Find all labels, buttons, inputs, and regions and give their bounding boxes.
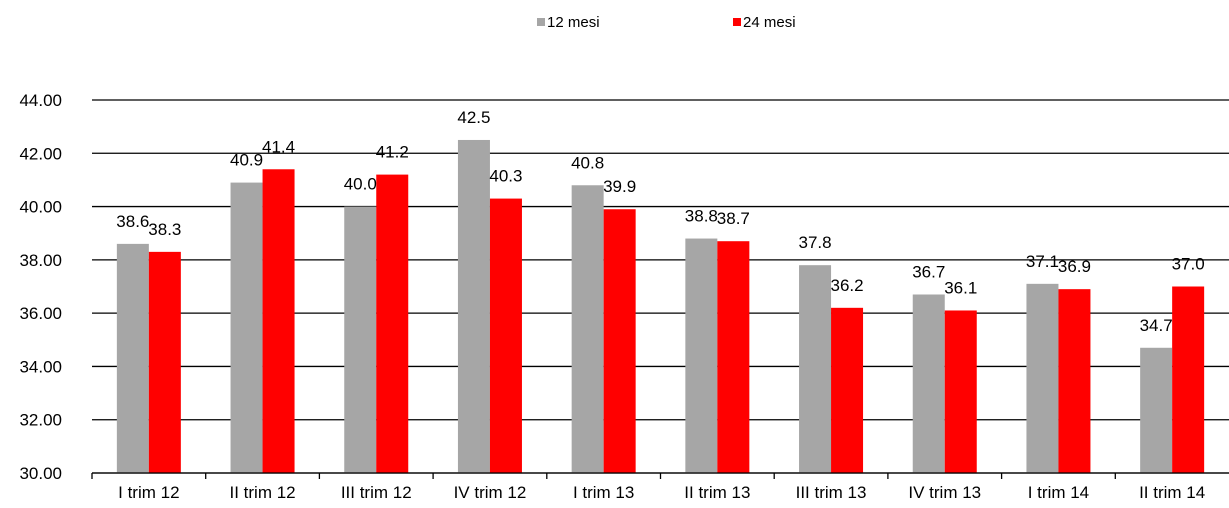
- bar-24-mesi-i-trim-12: [148, 251, 181, 473]
- bar-12-mesi-ii-trim-13: [685, 238, 718, 473]
- bar-12-mesi-iv-trim-12: [457, 139, 490, 473]
- data-label-24-mesi-iii-trim-12: 41.2: [376, 143, 409, 162]
- bar-24-mesi-i-trim-13: [603, 209, 636, 473]
- y-tick-label: 40.00: [19, 198, 62, 217]
- data-label-12-mesi-i-trim-12: 38.6: [116, 212, 149, 231]
- bar-12-mesi-iii-trim-13: [799, 265, 832, 473]
- data-label-12-mesi-iii-trim-12: 40.0: [344, 175, 377, 194]
- data-label-12-mesi-ii-trim-12: 40.9: [230, 151, 263, 170]
- data-label-12-mesi-iv-trim-13: 36.7: [912, 262, 945, 281]
- data-label-24-mesi-ii-trim-12: 41.4: [262, 137, 295, 156]
- bar-12-mesi-ii-trim-14: [1140, 347, 1173, 473]
- bar-24-mesi-ii-trim-14: [1172, 286, 1205, 473]
- x-tick-label-iii-trim-12: III trim 12: [341, 483, 412, 502]
- y-tick-label: 42.00: [19, 144, 62, 163]
- data-label-12-mesi-iii-trim-13: 37.8: [799, 233, 832, 252]
- x-tick-label-ii-trim-13: II trim 13: [684, 483, 750, 502]
- y-tick-label: 36.00: [19, 304, 62, 323]
- bar-12-mesi-iii-trim-12: [344, 206, 377, 474]
- data-label-24-mesi-i-trim-12: 38.3: [148, 220, 181, 239]
- data-label-12-mesi-i-trim-13: 40.8: [571, 153, 604, 172]
- bar-24-mesi-ii-trim-12: [262, 169, 295, 473]
- data-label-24-mesi-iii-trim-13: 36.2: [831, 276, 864, 295]
- x-tick-label-iv-trim-12: IV trim 12: [454, 483, 527, 502]
- data-label-12-mesi-ii-trim-14: 34.7: [1140, 316, 1173, 335]
- data-label-24-mesi-iv-trim-13: 36.1: [944, 278, 977, 297]
- x-axis: I trim 12 II trim 12 III trim 12 IV trim 12…: [91, 472, 1229, 502]
- bar-12-mesi-ii-trim-12: [230, 182, 263, 474]
- legend-label-24-mesi: 24 mesi: [743, 14, 796, 31]
- data-label-12-mesi-iv-trim-12: 42.5: [457, 108, 490, 127]
- data-label-24-mesi-ii-trim-13: 38.7: [717, 209, 750, 228]
- legend-swatch-12-mesi: [537, 18, 545, 26]
- y-tick-label: 30.00: [19, 464, 62, 483]
- bars: [116, 139, 1205, 474]
- bar-12-mesi-i-trim-14: [1026, 283, 1059, 473]
- bar-24-mesi-i-trim-14: [1058, 289, 1091, 473]
- bar-24-mesi-ii-trim-13: [717, 241, 750, 473]
- y-tick-label: 38.00: [19, 251, 62, 270]
- data-label-24-mesi-i-trim-14: 36.9: [1058, 257, 1091, 276]
- legend-label-12-mesi: 12 mesi: [547, 14, 600, 31]
- y-axis: 30.00 32.00 34.00 36.00 38.00 40.00 42.00 44.00: [19, 91, 62, 483]
- bar-24-mesi-iii-trim-13: [831, 307, 864, 473]
- bar-12-mesi-i-trim-13: [571, 185, 604, 473]
- x-tick-label-i-trim-13: I trim 13: [573, 483, 634, 502]
- x-tick-label-i-trim-14: I trim 14: [1028, 483, 1089, 502]
- y-tick-label: 44.00: [19, 91, 62, 110]
- data-labels: 38.638.3 40.941.4 40.0 41.2 42.5 40.3 40.8 39.9…: [116, 108, 1204, 335]
- legend: 12 mesi 24 mesi: [537, 14, 796, 31]
- data-label-12-mesi-i-trim-14: 37.1: [1026, 252, 1059, 271]
- x-tick-label-ii-trim-14: II trim 14: [1139, 483, 1205, 502]
- legend-swatch-24-mesi: [733, 18, 741, 26]
- bar-24-mesi-iii-trim-12: [376, 174, 409, 473]
- bar-12-mesi-iv-trim-13: [912, 294, 945, 473]
- x-tick-label-iv-trim-13: IV trim 13: [908, 483, 981, 502]
- x-tick-label-ii-trim-12: II trim 12: [229, 483, 295, 502]
- bar-12-mesi-i-trim-12: [116, 243, 149, 473]
- y-tick-label: 32.00: [19, 411, 62, 430]
- x-tick-label-iii-trim-13: III trim 13: [796, 483, 867, 502]
- data-label-24-mesi-i-trim-13: 39.9: [603, 177, 636, 196]
- bar-24-mesi-iv-trim-13: [944, 310, 977, 473]
- y-tick-label: 34.00: [19, 357, 62, 376]
- x-tick-label-i-trim-12: I trim 12: [118, 483, 179, 502]
- data-label-24-mesi-iv-trim-12: 40.3: [489, 167, 522, 186]
- data-label-24-mesi-ii-trim-14: 37.0: [1172, 255, 1205, 274]
- bar-24-mesi-iv-trim-12: [489, 198, 522, 474]
- data-label-12-mesi-ii-trim-13: 38.8: [685, 207, 718, 226]
